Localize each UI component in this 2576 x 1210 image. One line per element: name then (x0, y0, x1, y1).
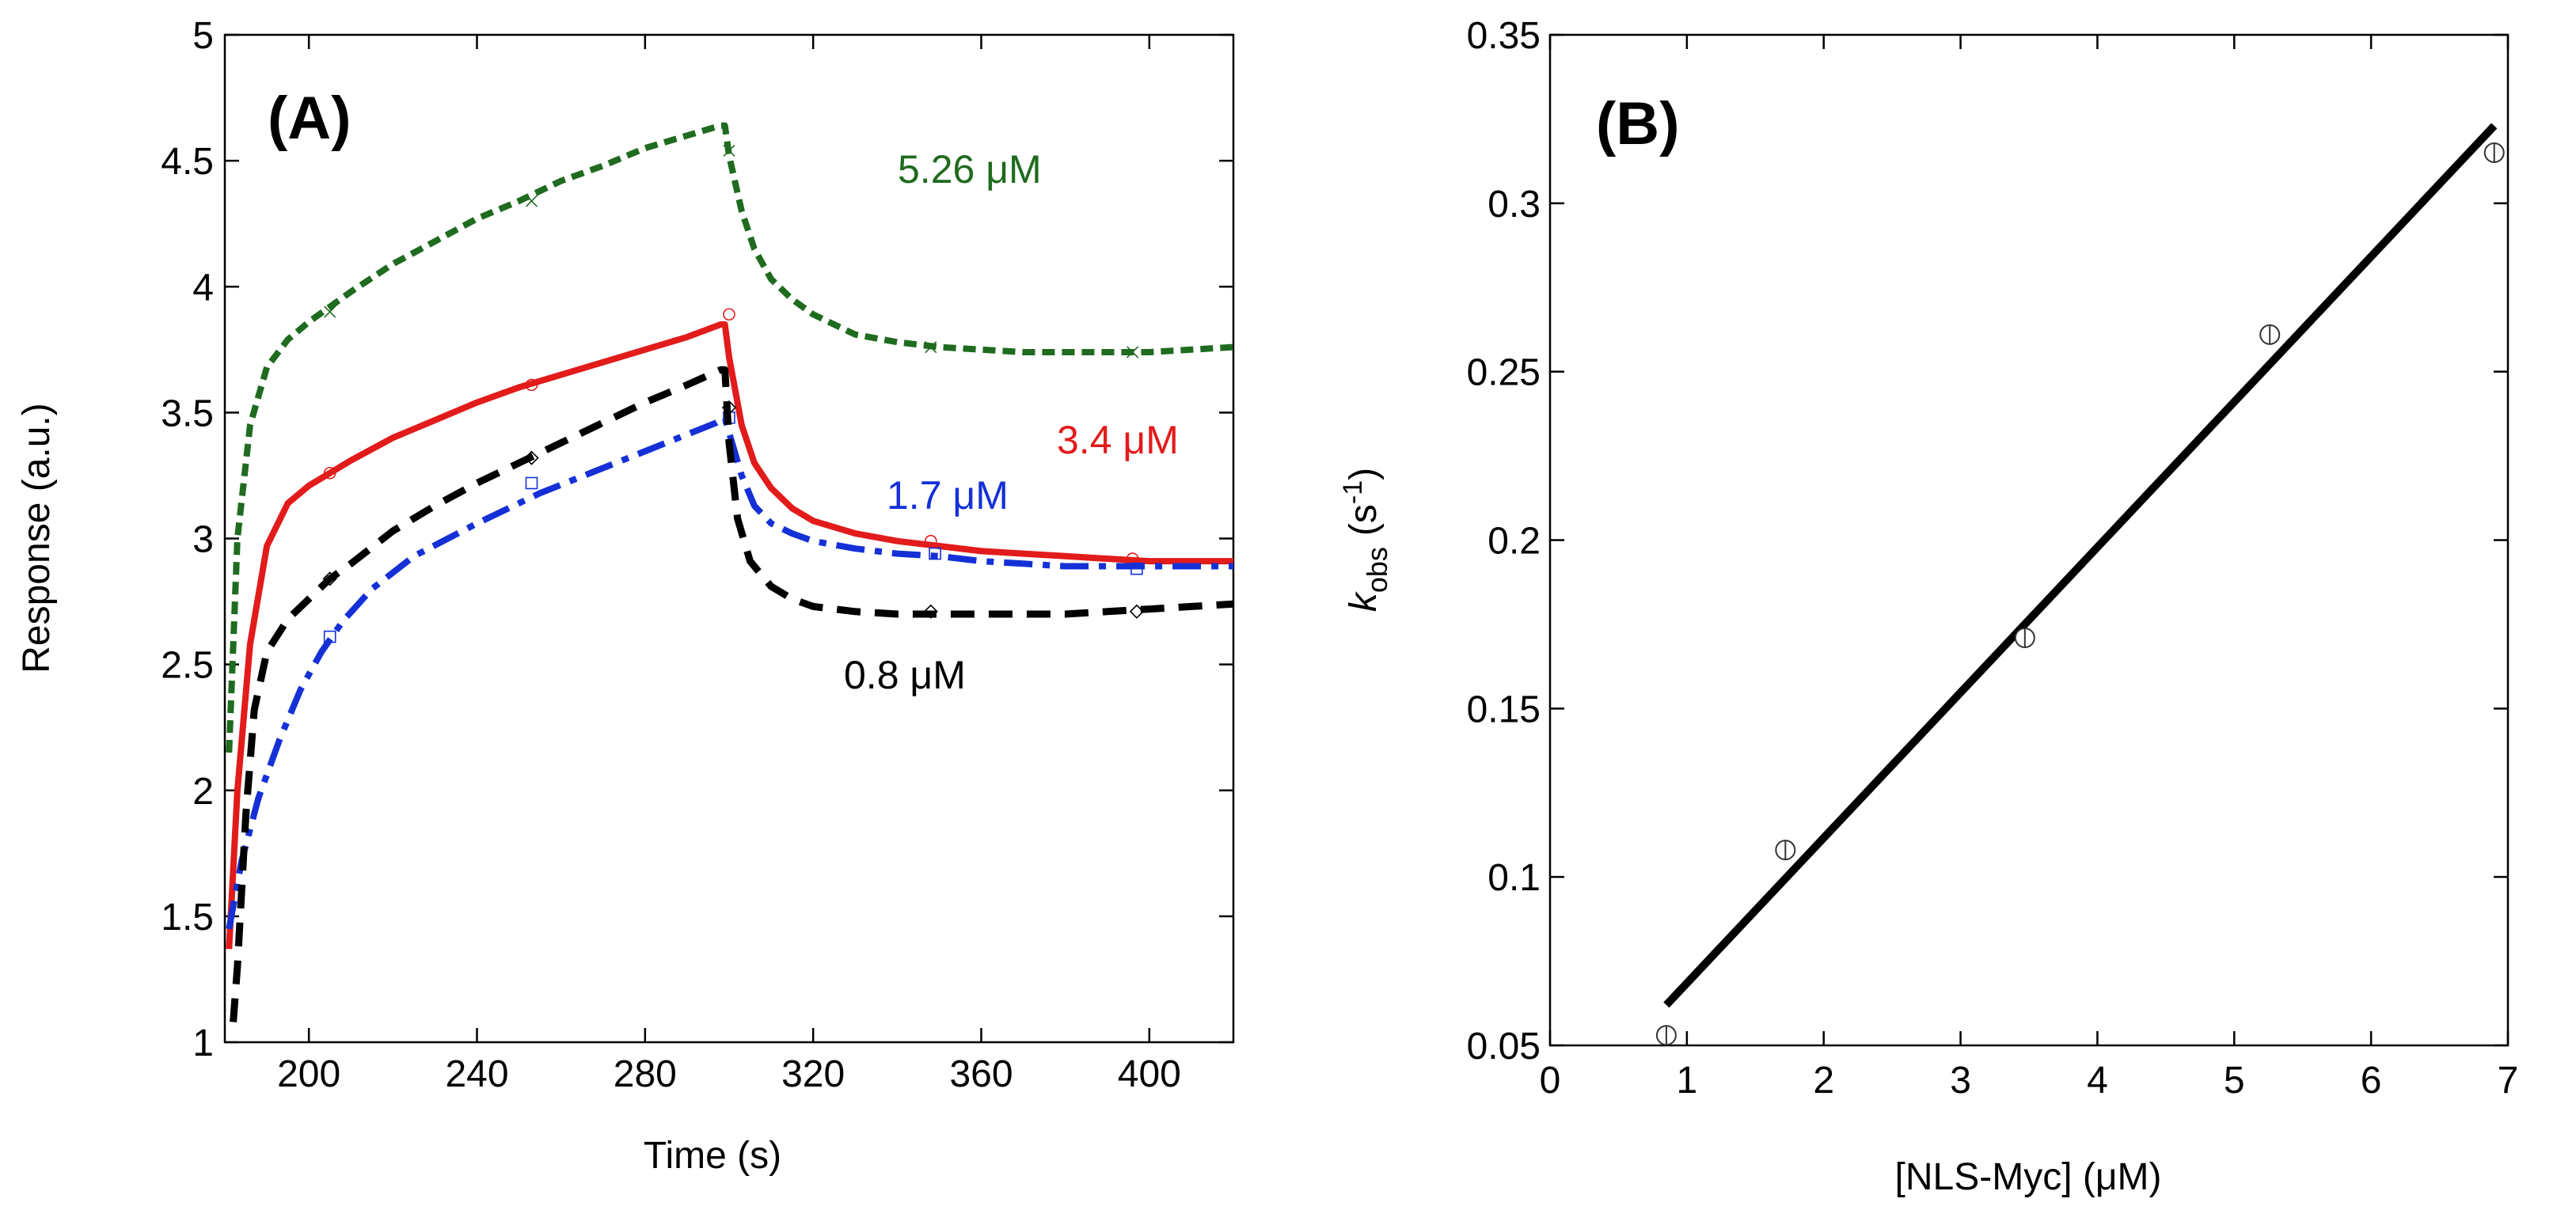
panel-a-x-tick-label: 200 (277, 1053, 340, 1095)
series-label-5-26: 5.26 μM (898, 147, 1042, 192)
panel-b-label: (B) (1596, 90, 1680, 157)
series-marker (925, 341, 937, 354)
series-line (230, 366, 1234, 1022)
series-label-0-8: 0.8 μM (844, 653, 966, 697)
panel-a-y-axis-title: Response (a.u.) (16, 403, 58, 673)
series-line (226, 414, 1233, 930)
panel-a-series (226, 122, 1234, 1022)
series-line (226, 321, 1233, 950)
panel-a-y-tick-label: 2 (192, 771, 214, 813)
panel-b-y-tick-label: 0.3 (1487, 184, 1541, 226)
panel-b-y-axis-sub: obs (1361, 547, 1393, 593)
panel-a-chart: 1 1.5 2 2.5 3 3.5 4 4.5 5 200 240 280 320 360 400 (A)… (16, 15, 1235, 1177)
series-marker (1130, 562, 1143, 575)
series-marker (324, 305, 336, 318)
panel-a-x-tick-label: 400 (1118, 1053, 1181, 1095)
panel-b-x-axis-title: [NLS-Myc] (μM) (1895, 1156, 2162, 1198)
series-marker (525, 476, 538, 490)
series-3 (230, 366, 1234, 1022)
panel-b-y-tick-label: 0.05 (1467, 1026, 1541, 1068)
panel-a-y-tick-label: 4 (192, 267, 214, 309)
panel-a-y-tick-label: 2.5 (161, 645, 214, 687)
panel-a-y-axis: 1 1.5 2 2.5 3 3.5 4 4.5 5 (161, 15, 1233, 1064)
panel-b-y-tick-label: 0.2 (1487, 521, 1541, 563)
panel-b-y-axis: 0.05 0.1 0.15 0.2 0.25 0.3 0.35 (1467, 15, 2508, 1068)
series-marker (524, 450, 539, 465)
data-point (1655, 1025, 1677, 1046)
series-marker (721, 400, 737, 415)
series-0 (226, 122, 1234, 753)
series-marker (1129, 604, 1145, 619)
panel-b-x-tick-label: 4 (2087, 1060, 2108, 1102)
panel-a-y-tick-label: 1 (192, 1022, 214, 1064)
panel-b-y-tick-label: 0.1 (1487, 857, 1541, 899)
panel-a-y-tick-label: 4.5 (161, 141, 214, 183)
panel-b-y-axis-k: k (1343, 590, 1385, 612)
data-point (2259, 324, 2281, 345)
panel-b-y-axis-unit-close: ) (1343, 468, 1385, 480)
panel-a-y-tick-label: 1.5 (161, 897, 214, 939)
panel-b-x-tick-label: 2 (1813, 1060, 1834, 1102)
panel-b-y-tick-label: 0.15 (1467, 688, 1541, 730)
panel-b-y-axis-title: kobs (s-1) (1338, 468, 1393, 612)
series-marker (929, 547, 941, 560)
series-line (226, 122, 1234, 753)
series-label-1-7: 1.7 μM (887, 473, 1009, 518)
series-marker (923, 604, 938, 619)
series-marker (525, 378, 538, 392)
series-marker (322, 571, 337, 586)
panel-a-x-tick-label: 320 (781, 1053, 845, 1095)
panel-b-y-tick-label: 0.35 (1467, 15, 1541, 57)
data-point (1775, 840, 1796, 861)
series-marker (1127, 346, 1139, 358)
panel-b-x-tick-label: 5 (2224, 1060, 2245, 1102)
panel-b-chart: 0.05 0.1 0.15 0.2 0.25 0.3 0.35 0 1 2 3 4 5 6 7 (B) [… (1338, 15, 2518, 1198)
panel-b-x-tick-label: 6 (2361, 1060, 2382, 1102)
series-marker (323, 630, 336, 643)
panel-a-x-tick-label: 360 (949, 1053, 1013, 1095)
panel-a-x-tick-label: 280 (614, 1053, 677, 1095)
series-marker (323, 466, 336, 480)
series-label-3-4: 3.4 μM (1057, 418, 1179, 462)
data-point (2483, 142, 2505, 163)
series-marker (925, 534, 937, 548)
panel-a-y-tick-label: 3 (192, 519, 214, 561)
panel-b-x-tick-label: 3 (1950, 1060, 1971, 1102)
series-marker (723, 144, 735, 157)
series-1 (226, 308, 1233, 950)
panel-b-x-tick-label: 1 (1677, 1060, 1698, 1102)
fit-line (1663, 123, 2498, 1008)
panel-b-x-tick-label: 0 (1540, 1060, 1561, 1102)
panel-b-y-axis-unit-sup: -1 (1338, 480, 1368, 504)
panel-b-x-tick-label: 7 (2498, 1060, 2519, 1102)
panel-a-y-tick-label: 3.5 (161, 393, 214, 434)
panel-a-y-tick-label: 5 (192, 15, 214, 57)
data-point (2014, 627, 2035, 648)
panel-b-y-tick-label: 0.25 (1467, 352, 1541, 394)
panel-b-y-axis-unit: (s (1343, 504, 1385, 536)
panel-a-label: (A) (268, 85, 351, 152)
panel-b-x-axis: 0 1 2 3 4 5 6 7 (1540, 35, 2519, 1102)
panel-a-x-axis-title: Time (s) (644, 1135, 781, 1177)
panel-a-x-axis: 200 240 280 320 360 400 (277, 35, 1181, 1095)
series-marker (723, 308, 735, 321)
panel-a-x-tick-label: 240 (445, 1053, 508, 1095)
panel-b-data (1655, 123, 2505, 1046)
series-marker (525, 195, 538, 207)
